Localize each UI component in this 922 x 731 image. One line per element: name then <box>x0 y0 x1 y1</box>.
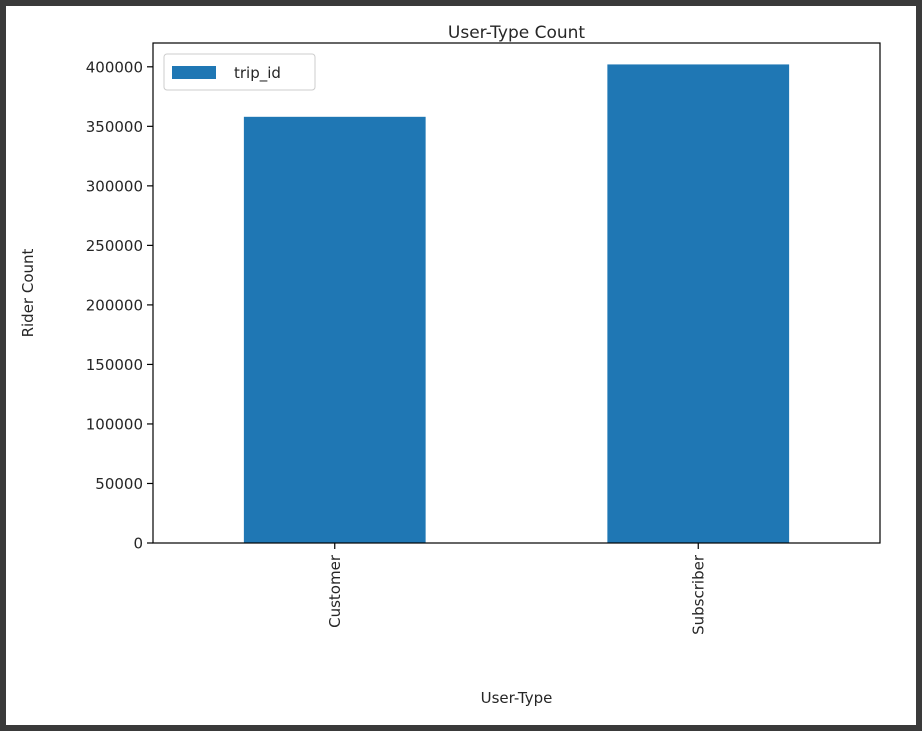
x-tick-label: Customer <box>326 554 344 628</box>
bar-customer <box>243 116 426 544</box>
y-tick-label: 250000 <box>86 237 143 255</box>
y-tick-label: 0 <box>133 535 143 553</box>
y-tick-label: 300000 <box>86 177 143 195</box>
y-tick-label: 350000 <box>86 118 143 136</box>
plot-area <box>152 42 881 544</box>
axes-frame <box>152 42 881 544</box>
x-axis: Customer Subscriber <box>326 543 707 635</box>
legend-swatch <box>172 66 216 79</box>
legend-box <box>163 53 316 91</box>
y-tick-label: 200000 <box>86 296 143 314</box>
y-axis: 0 50000 100000 150000 200000 250000 300000 3500… <box>86 58 153 553</box>
bar-chart: User-Type Count 0 50000 100000 150000 200000… <box>19 23 881 707</box>
chart-title: User-Type Count <box>448 23 586 43</box>
x-axis-label: User-Type <box>481 689 553 707</box>
figure-frame: User-Type Count 0 50000 100000 150000 200000… <box>6 6 916 725</box>
legend: trip_id <box>163 53 316 91</box>
y-axis-label: Rider Count <box>19 248 37 337</box>
bar-subscriber <box>607 64 790 543</box>
y-tick-label: 400000 <box>86 58 143 76</box>
x-tick-label: Subscriber <box>689 554 707 635</box>
y-tick-label: 50000 <box>95 475 143 493</box>
y-tick-label: 150000 <box>86 356 143 374</box>
legend-label: trip_id <box>234 64 281 83</box>
y-tick-label: 100000 <box>86 415 143 433</box>
